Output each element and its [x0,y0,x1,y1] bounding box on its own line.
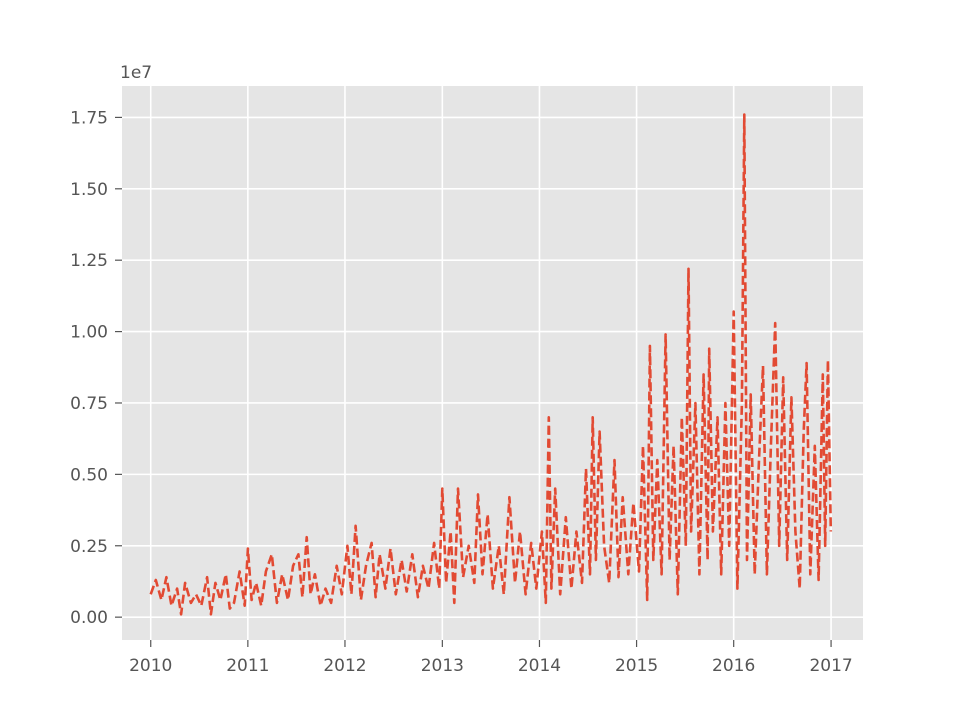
x-tick-label: 2014 [518,656,561,676]
x-tick-label: 2016 [712,656,755,676]
x-tick-label: 2011 [226,656,269,676]
x-tick-label: 2012 [323,656,366,676]
x-tick-label: 2015 [615,656,658,676]
x-tick-label: 2010 [129,656,172,676]
y-tick-label: 1.25 [70,251,108,271]
x-tick-label: 2013 [421,656,464,676]
y-tick-label: 1.75 [70,108,108,128]
y-tick-label: 0.25 [70,537,108,557]
series-line-0 [149,113,833,616]
y-tick-label: 0.75 [70,394,108,414]
plot-background [122,86,863,640]
y-tick-label: 0.50 [70,465,108,485]
y-tick-label: 1.50 [70,180,108,200]
x-axis: 2010 2011 2012 2013 2014 2015 2016 2017 [129,640,853,676]
series-layer [149,113,833,616]
grid-lines [122,86,863,640]
y-offset-label: 1e7 [120,63,152,83]
y-tick-label: 1.00 [70,323,108,343]
y-axis: 0.00 0.25 0.50 0.75 1.00 1.25 1.50 1.75 [70,108,122,628]
x-tick-label: 2017 [809,656,852,676]
y-tick-label: 0.00 [70,608,108,628]
